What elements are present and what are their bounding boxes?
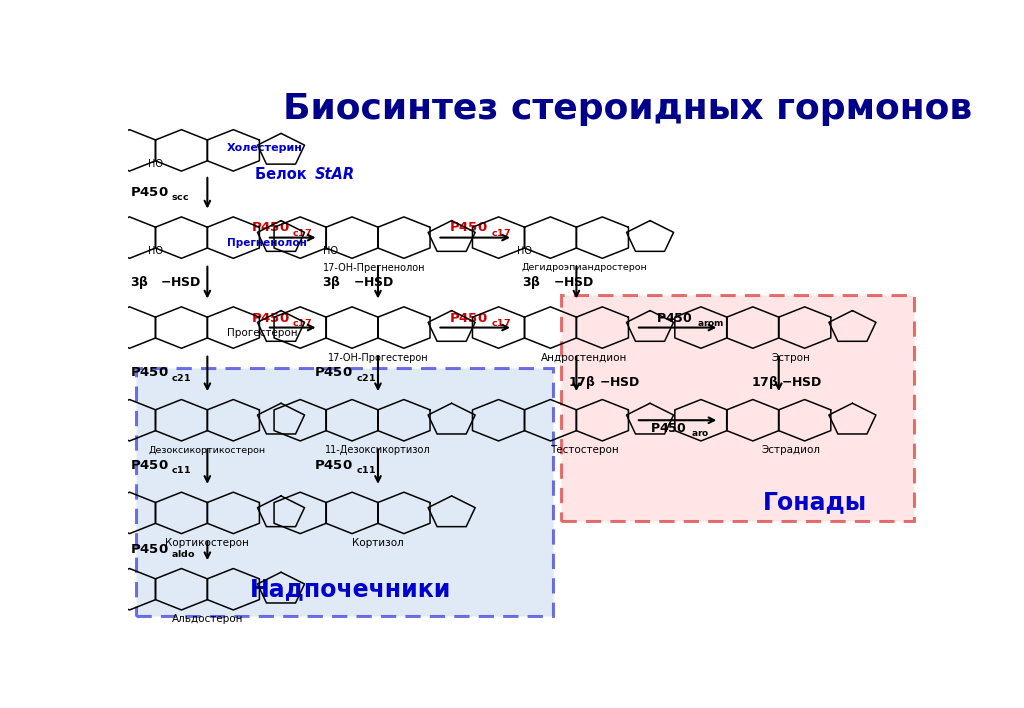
Text: 17-ОН-Прогестерон: 17-ОН-Прогестерон: [328, 353, 428, 362]
Text: $\mathbf{-HSD}$: $\mathbf{-HSD}$: [160, 276, 202, 289]
Text: $\mathbf{scc}$: $\mathbf{scc}$: [171, 193, 189, 202]
Text: $\mathbf{c17}$: $\mathbf{c17}$: [490, 227, 511, 238]
Text: $\mathbf{c11}$: $\mathbf{c11}$: [171, 464, 191, 475]
Text: $\mathbf{P450}$: $\mathbf{P450}$: [314, 366, 353, 379]
Text: $\mathbf{c17}$: $\mathbf{c17}$: [490, 317, 511, 328]
Text: $\mathbf{aro}$: $\mathbf{aro}$: [691, 428, 710, 438]
Text: $\mathbf{-HSD}$: $\mathbf{-HSD}$: [781, 375, 822, 389]
Text: Андростендион: Андростендион: [541, 353, 628, 362]
Text: $\mathbf{c21}$: $\mathbf{c21}$: [355, 372, 376, 382]
Text: Белок: Белок: [255, 167, 311, 183]
Text: Тестостерон: Тестостерон: [550, 445, 618, 455]
Text: Альдостерон: Альдостерон: [172, 615, 243, 624]
Text: $\mathbf{3\beta}$: $\mathbf{3\beta}$: [130, 274, 148, 291]
Text: HO: HO: [148, 159, 163, 169]
Text: $\mathbf{aldo}$: $\mathbf{aldo}$: [171, 548, 196, 559]
Text: $\mathbf{3\beta}$: $\mathbf{3\beta}$: [323, 274, 341, 291]
Text: $\mathbf{P450}$: $\mathbf{P450}$: [450, 222, 488, 234]
Text: $\mathbf{-HSD}$: $\mathbf{-HSD}$: [599, 375, 640, 389]
Text: Дегидроэпиандростерон: Дегидроэпиандростерон: [521, 263, 647, 272]
Text: Дезоксикортикостерон: Дезоксикортикостерон: [148, 446, 266, 455]
Text: Биосинтез стероидных гормонов: Биосинтез стероидных гормонов: [284, 93, 973, 127]
Text: $\mathbf{c11}$: $\mathbf{c11}$: [355, 464, 376, 475]
Text: $\mathbf{-HSD}$: $\mathbf{-HSD}$: [352, 276, 394, 289]
Text: $\mathbf{P450}$: $\mathbf{P450}$: [650, 422, 687, 435]
Text: $\mathbf{P450}$: $\mathbf{P450}$: [130, 366, 168, 379]
Text: Надпочечники: Надпочечники: [250, 577, 451, 601]
Text: 11-Дезоксикортизол: 11-Дезоксикортизол: [326, 445, 431, 455]
Text: $\mathbf{P450}$: $\mathbf{P450}$: [314, 459, 353, 472]
Text: $\mathbf{-HSD}$: $\mathbf{-HSD}$: [553, 276, 594, 289]
Text: HO: HO: [148, 246, 163, 256]
Text: Эстрадиол: Эстрадиол: [761, 445, 820, 455]
Text: Гонады: Гонады: [763, 490, 866, 514]
Text: HO: HO: [517, 246, 532, 256]
Text: Кортикостерон: Кортикостерон: [166, 538, 249, 548]
Text: Эстрон: Эстрон: [771, 353, 810, 362]
Text: $\mathbf{P450}$: $\mathbf{P450}$: [251, 222, 290, 234]
Text: $\mathbf{c17}$: $\mathbf{c17}$: [292, 317, 312, 328]
Text: StAR: StAR: [314, 167, 354, 183]
Text: HO: HO: [323, 246, 338, 256]
Text: $\mathbf{17\beta}$: $\mathbf{17\beta}$: [751, 374, 778, 391]
Text: $\mathbf{P450}$: $\mathbf{P450}$: [130, 186, 168, 200]
Text: $\mathbf{P450}$: $\mathbf{P450}$: [251, 312, 290, 325]
Text: $\mathbf{P450}$: $\mathbf{P450}$: [130, 459, 168, 472]
Text: Прогестерон: Прогестерон: [227, 328, 298, 338]
Bar: [560, 295, 913, 521]
Text: 17-OH-Прегненолон: 17-OH-Прегненолон: [323, 263, 425, 273]
Text: $\mathbf{c21}$: $\mathbf{c21}$: [171, 372, 191, 382]
Text: $\mathbf{P450}$: $\mathbf{P450}$: [655, 312, 692, 325]
Text: $\mathbf{arom}$: $\mathbf{arom}$: [697, 318, 724, 328]
Text: Холестерин: Холестерин: [227, 142, 303, 153]
Text: $\mathbf{c17}$: $\mathbf{c17}$: [292, 227, 312, 238]
Text: $\mathbf{17\beta}$: $\mathbf{17\beta}$: [568, 374, 596, 391]
Text: $\mathbf{P450}$: $\mathbf{P450}$: [130, 543, 168, 556]
Text: Кортизол: Кортизол: [352, 538, 403, 548]
Bar: [136, 368, 553, 617]
Text: Прегненолон: Прегненолон: [227, 238, 307, 248]
Text: $\mathbf{P450}$: $\mathbf{P450}$: [450, 312, 488, 325]
Text: $\mathbf{3\beta}$: $\mathbf{3\beta}$: [522, 274, 542, 291]
